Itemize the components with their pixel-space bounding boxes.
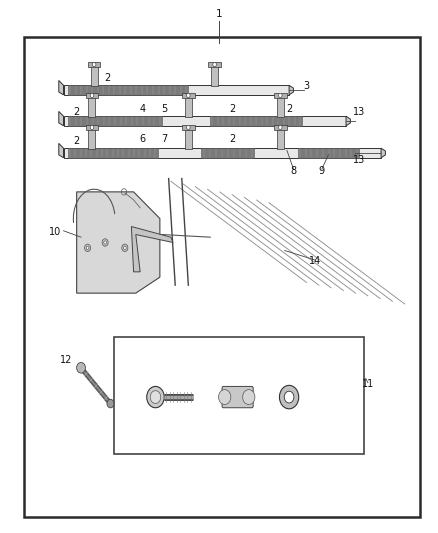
Text: 13: 13 [353,155,365,165]
Circle shape [90,93,94,98]
Text: 1: 1 [215,9,223,19]
Bar [182,125,194,130]
Text: 3: 3 [304,82,310,91]
Polygon shape [64,116,346,126]
Text: 6: 6 [139,134,145,143]
Circle shape [213,62,216,67]
Circle shape [92,62,96,67]
Text: 13: 13 [353,107,365,117]
Text: 2: 2 [104,74,110,83]
Circle shape [107,399,114,408]
Bar [182,93,194,98]
Circle shape [187,93,190,98]
Bar [208,62,221,67]
Polygon shape [77,192,160,293]
Text: 2: 2 [74,107,80,117]
Text: 2: 2 [229,134,235,143]
Circle shape [124,246,126,249]
Circle shape [90,125,94,130]
Bar [185,97,192,117]
Circle shape [102,239,108,246]
Polygon shape [59,80,64,95]
Text: 5: 5 [161,104,167,114]
Text: 8: 8 [290,166,297,175]
Bar [211,66,218,86]
Circle shape [86,246,89,249]
Text: 4: 4 [139,104,145,114]
Text: 2: 2 [229,104,235,114]
Polygon shape [59,111,64,126]
Bar [185,129,192,149]
Bar [277,129,284,149]
Bar [274,125,286,130]
Polygon shape [59,143,64,158]
Circle shape [284,391,294,403]
Polygon shape [381,148,385,158]
Bar [88,62,100,67]
Text: 14: 14 [309,256,321,266]
Circle shape [122,244,128,252]
Circle shape [279,93,282,98]
Bar [68,85,188,95]
Circle shape [85,244,91,252]
Polygon shape [131,227,173,272]
Text: 2: 2 [74,136,80,146]
Circle shape [104,241,106,244]
Text: 9: 9 [319,166,325,175]
Bar [91,66,98,86]
Text: 10: 10 [49,227,61,237]
Bar [201,148,254,158]
FancyBboxPatch shape [222,386,253,408]
Polygon shape [289,85,293,95]
Bar [86,93,98,98]
Text: 11: 11 [362,379,374,389]
Bar [68,148,158,158]
Circle shape [150,391,161,403]
Bar [114,337,364,454]
Bar [68,116,162,126]
Polygon shape [64,148,381,158]
Circle shape [279,385,299,409]
Circle shape [147,386,164,408]
Bar [274,93,286,98]
Bar [88,129,95,149]
Bar [88,97,95,117]
Polygon shape [64,85,289,95]
Bar [298,148,359,158]
Bar [210,116,302,126]
Text: 7: 7 [161,134,167,143]
Circle shape [187,125,190,130]
Text: 2: 2 [286,104,292,114]
Polygon shape [346,116,350,126]
Bar [277,97,284,117]
Circle shape [243,390,255,405]
Bar [86,125,98,130]
Circle shape [279,125,282,130]
Circle shape [219,390,231,405]
Circle shape [77,362,85,373]
Text: 12: 12 [60,355,72,365]
